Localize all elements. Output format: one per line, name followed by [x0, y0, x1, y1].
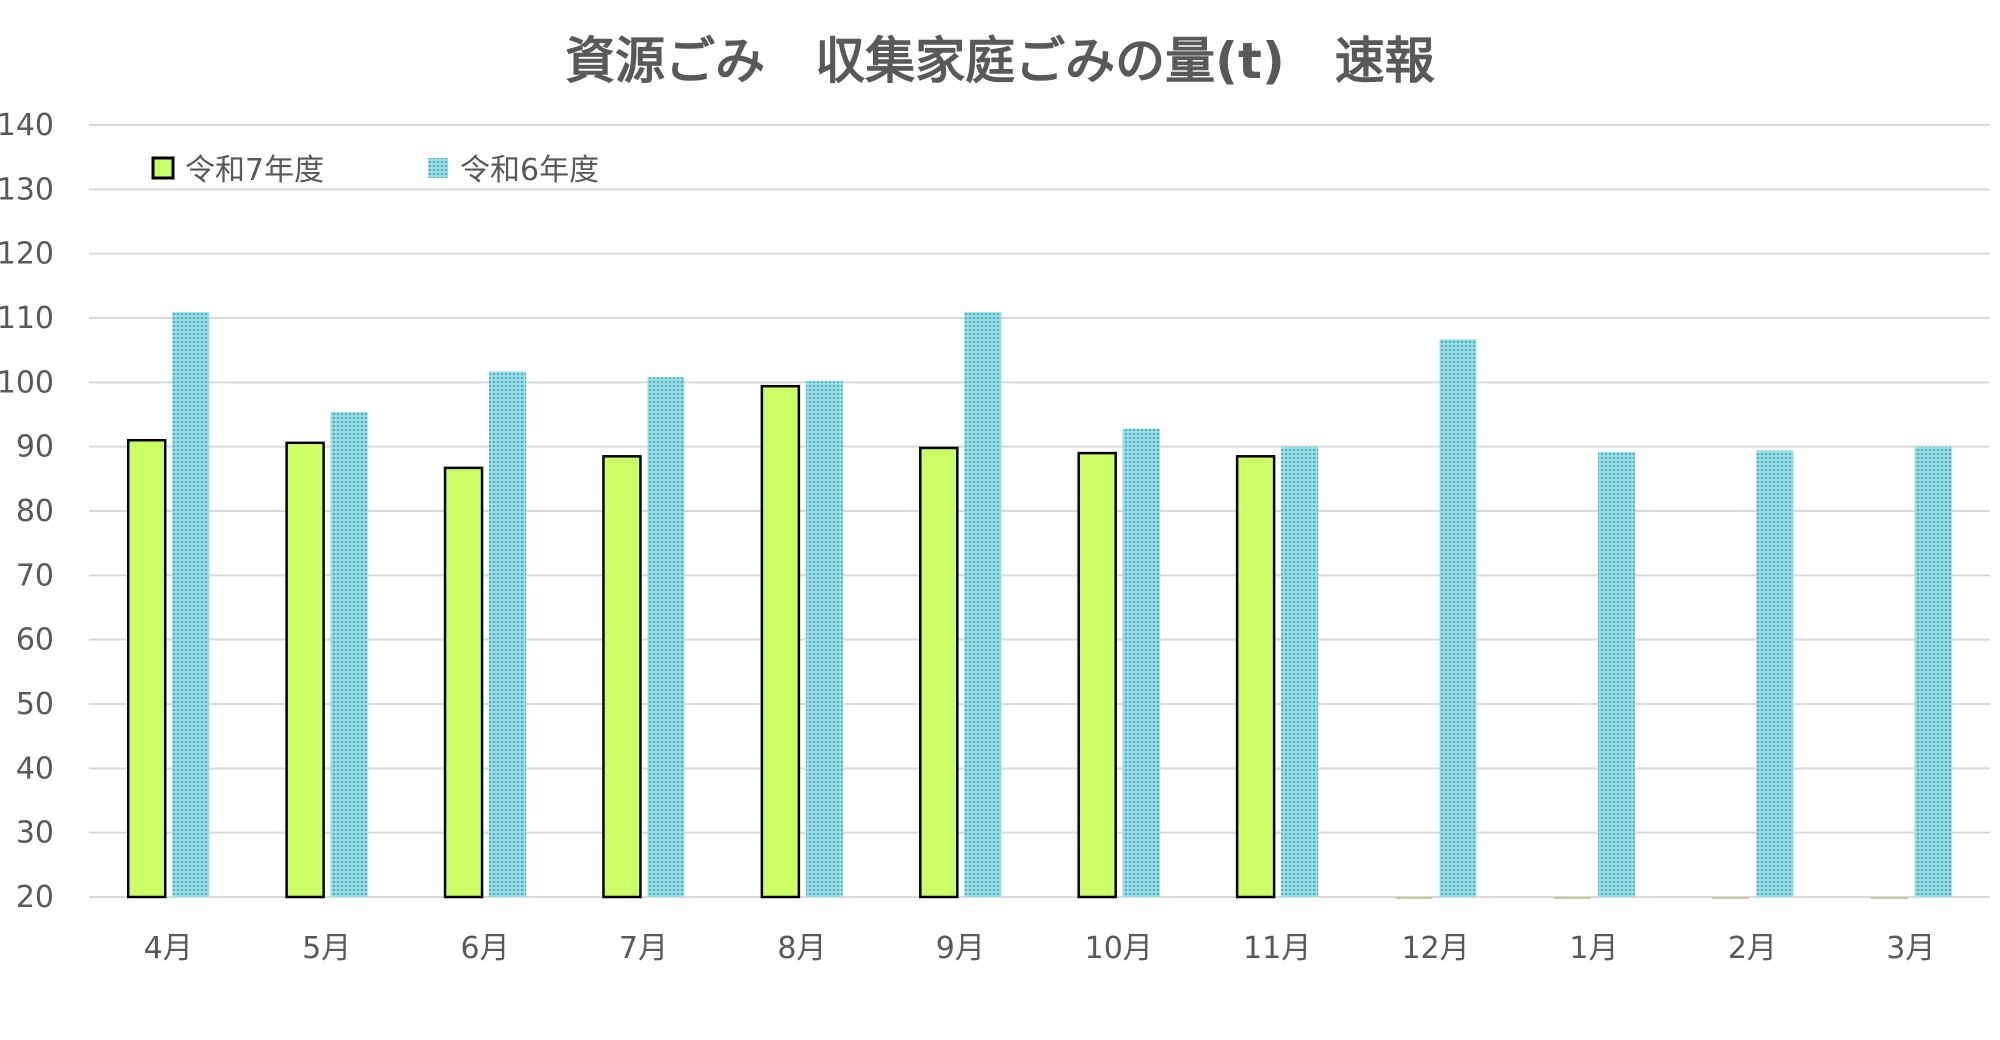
x-tick-label: 9月: [936, 931, 985, 966]
bar-r6-0: [172, 312, 210, 898]
x-tick-label: 2月: [1728, 931, 1777, 966]
x-tick-label: 1月: [1569, 931, 1618, 966]
bar-r6-9: [1597, 451, 1635, 897]
chart-title: 資源ごみ 収集家庭ごみの量(t) 速報: [565, 32, 1435, 90]
y-tick-label: 40: [16, 751, 54, 786]
bar-r6-8: [1439, 339, 1477, 898]
legend-label-r7: 令和7年度: [185, 153, 324, 188]
y-axis-ticks: 20 30 40 50 60 70 80 90 100 110 120 130 140: [0, 108, 54, 915]
bar-r6-6: [1122, 428, 1160, 897]
y-tick-label: 70: [16, 558, 54, 593]
bar-r6-7: [1281, 446, 1319, 897]
gridlines: [89, 124, 1990, 898]
x-tick-label: 5月: [302, 931, 351, 966]
x-tick-label: 11月: [1243, 931, 1311, 966]
bar-r7-4: [760, 384, 801, 899]
bar-r7-1: [285, 441, 325, 899]
y-tick-label: 80: [16, 494, 54, 529]
x-tick-label: 8月: [777, 931, 826, 966]
legend-swatch-r7: [151, 156, 175, 180]
bar-r7-5: [919, 446, 959, 899]
x-tick-label: 12月: [1401, 931, 1469, 966]
bar-r7-0: [126, 438, 167, 899]
bar-r7-3: [602, 455, 642, 899]
x-axis-ticks: 4月 5月 6月 7月 8月 9月 10月 11月 12月 1月 2月 3月: [144, 931, 1936, 966]
bar-r6-4: [805, 381, 843, 898]
legend-swatch-r6: [428, 158, 448, 178]
y-tick-label: 60: [16, 623, 54, 658]
x-tick-label: 10月: [1085, 931, 1153, 966]
legend: 令和7年度 令和6年度: [151, 153, 599, 188]
bar-r7-2: [443, 466, 484, 899]
bar-r7-6: [1077, 451, 1117, 899]
x-tick-label: 4月: [144, 931, 193, 966]
y-tick-label: 20: [16, 880, 54, 915]
y-tick-label: 100: [0, 365, 54, 400]
bar-r6-1: [330, 411, 368, 897]
x-tick-label: 3月: [1886, 931, 1935, 966]
y-tick-label: 120: [0, 237, 54, 272]
bar-r6-10: [1756, 450, 1794, 897]
bar-r6-11: [1914, 446, 1952, 897]
y-tick-label: 140: [0, 108, 54, 143]
x-tick-label: 6月: [460, 931, 509, 966]
bar-r7-7: [1235, 455, 1276, 899]
bars: [126, 312, 1952, 899]
y-tick-label: 130: [0, 172, 54, 207]
legend-label-r6: 令和6年度: [460, 153, 599, 188]
bar-r6-5: [964, 312, 1002, 898]
y-tick-label: 50: [16, 687, 54, 722]
y-tick-label: 110: [0, 301, 54, 336]
y-tick-label: 90: [16, 430, 54, 465]
bar-r6-2: [489, 371, 527, 897]
y-tick-label: 30: [16, 816, 54, 851]
bar-r6-3: [647, 377, 685, 898]
x-tick-label: 7月: [619, 931, 668, 966]
